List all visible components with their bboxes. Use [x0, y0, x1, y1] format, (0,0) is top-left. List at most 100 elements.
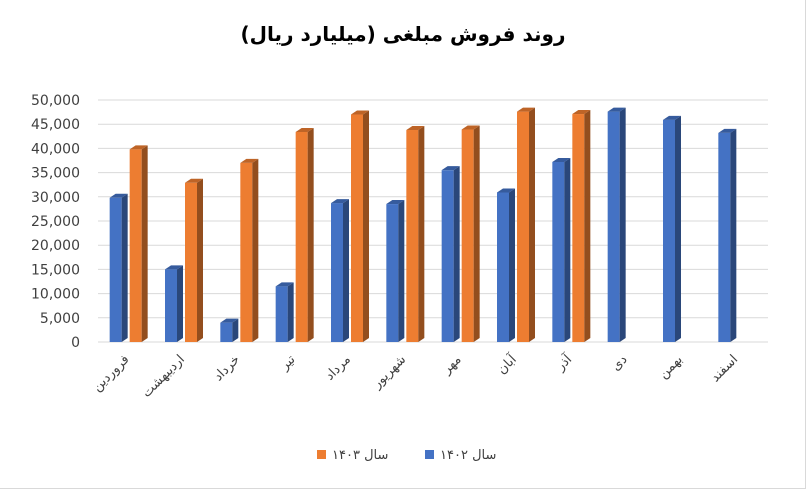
bar: [331, 199, 349, 342]
bar-side: [619, 107, 626, 342]
bar: [663, 115, 681, 343]
y-tick-label: 35,000: [31, 166, 80, 182]
gridlines: [98, 99, 768, 343]
y-tick-label: 45,000: [31, 117, 80, 133]
bar-side: [307, 127, 314, 342]
x-category-label: اردیبهشت: [139, 352, 187, 400]
bar: [129, 145, 148, 342]
bar-side: [252, 158, 259, 342]
bar-top: [441, 166, 460, 171]
bar-top: [497, 188, 515, 193]
bar-front: [517, 111, 529, 342]
bar-front: [240, 162, 253, 342]
x-category-label: فروردین: [90, 352, 133, 395]
bar-side: [584, 110, 591, 342]
bar-top: [386, 200, 405, 205]
bar-top: [406, 126, 425, 131]
bar-top: [663, 115, 681, 120]
bar: [461, 125, 480, 342]
bar: [109, 193, 128, 342]
bar-side: [398, 200, 405, 342]
bar: [220, 318, 239, 342]
bar-front: [663, 119, 675, 343]
bar-top: [351, 110, 369, 115]
bar-top: [240, 158, 259, 163]
y-tick-label: 0: [71, 335, 80, 351]
bar-side: [343, 199, 349, 342]
bar-front: [572, 114, 585, 342]
x-category-label: تیر: [277, 352, 299, 374]
bar-front: [386, 204, 399, 342]
y-axis-ticks: 0 5,000 10,000 15,000 20,000 25,000 30,000 35,0…: [31, 93, 80, 351]
x-category-label: مهر: [439, 352, 465, 378]
bar: [441, 166, 460, 342]
bar-side: [473, 125, 480, 342]
bar-side: [564, 157, 571, 342]
x-axis-labels: فروردین اردیبهشت خرداد تیر مرداد شهریور مهر آبا…: [90, 350, 741, 401]
bar-front: [718, 132, 731, 342]
bar-top: [331, 199, 349, 204]
bar-side: [177, 265, 183, 342]
bar-side: [730, 128, 737, 342]
y-tick-label: 50,000: [31, 93, 80, 109]
bar: [386, 200, 405, 342]
x-category-label: دی: [609, 352, 631, 374]
chart-title: روند فروش مبلغی (میلیارد ریال): [240, 22, 566, 46]
bar-side: [453, 166, 460, 342]
bar-side: [418, 126, 425, 343]
bar-top: [185, 178, 203, 183]
x-category-label: شهریور: [369, 352, 409, 392]
bar-top: [165, 265, 183, 270]
y-tick-label: 30,000: [31, 190, 80, 206]
bar-front: [406, 130, 419, 342]
legend-label: سال ۱۴۰۲: [440, 448, 496, 463]
bar-front: [109, 197, 122, 342]
bar-top: [295, 127, 314, 132]
bar-front: [461, 129, 474, 342]
bar-top: [572, 110, 591, 115]
bar-front: [165, 269, 177, 342]
bar-top: [607, 107, 626, 112]
bar: [275, 282, 294, 342]
bar-front: [497, 192, 509, 342]
legend: سال ۱۴۰۲ سال ۱۴۰۳: [317, 448, 496, 463]
bar-side: [232, 318, 239, 342]
bar-side: [509, 188, 515, 342]
x-category-label: خرداد: [211, 352, 243, 384]
bar: [185, 178, 203, 342]
y-tick-label: 15,000: [31, 262, 80, 278]
bar: [351, 110, 369, 343]
x-category-label: مرداد: [322, 352, 353, 383]
x-category-label: اسفند: [708, 352, 741, 385]
bar-side: [197, 178, 203, 342]
bar: [718, 128, 737, 342]
bar-front: [441, 170, 454, 342]
bar: [572, 110, 591, 342]
bar-side: [121, 193, 128, 342]
bar-front: [295, 131, 308, 342]
bar-side: [363, 110, 369, 343]
bar-front: [275, 286, 288, 342]
legend-swatch: [317, 450, 326, 459]
bar: [497, 188, 515, 342]
bar-top: [552, 157, 571, 162]
y-tick-label: 10,000: [31, 287, 80, 303]
bar-front: [220, 322, 233, 342]
bars: [109, 107, 737, 343]
x-category-label: آذر: [551, 350, 576, 375]
x-category-label: آبان: [493, 350, 521, 378]
bar-top: [718, 128, 737, 133]
bar: [517, 107, 535, 342]
bar-top: [275, 282, 294, 287]
bar: [165, 265, 183, 342]
bar-top: [220, 318, 239, 323]
bar-front: [607, 111, 620, 342]
bar: [552, 157, 571, 342]
bar: [295, 127, 314, 342]
bar-side: [141, 145, 148, 342]
bar-top: [129, 145, 148, 150]
bar-top: [109, 193, 128, 198]
legend-label: سال ۱۴۰۳: [332, 448, 388, 463]
bar-front: [129, 149, 142, 342]
